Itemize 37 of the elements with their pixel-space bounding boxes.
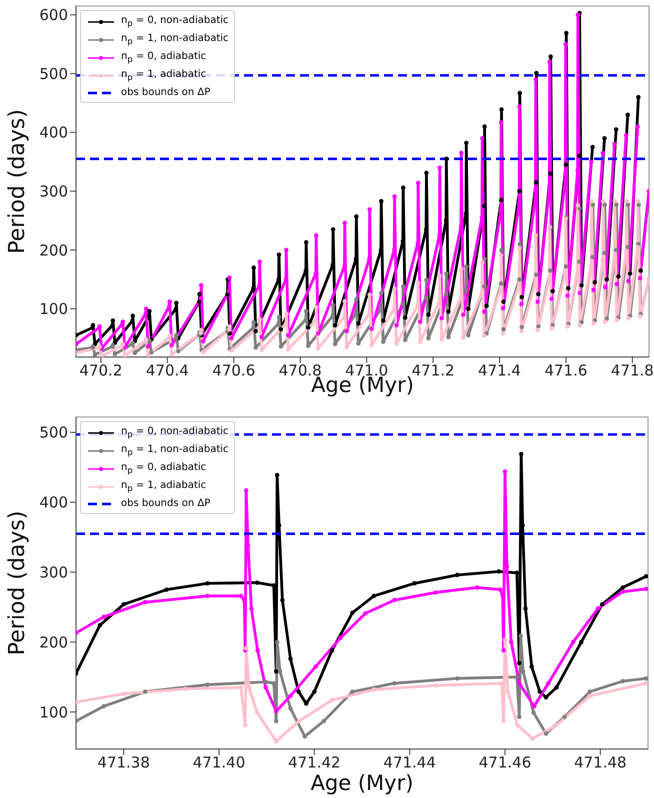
- legend-label: n$_{p}$ = 1, non-adiabatic: [121, 32, 229, 48]
- y-tick-label: 200: [39, 241, 68, 260]
- y-tick-label: 100: [39, 300, 68, 318]
- y-tick-label: 300: [39, 563, 68, 582]
- x-tick-label: 471.44: [383, 754, 436, 772]
- legend-label: n$_{p}$ = 0, adiabatic: [121, 461, 206, 477]
- y-tick-label: 300: [39, 182, 68, 201]
- x-tick-label: 471.8: [610, 362, 654, 380]
- y-tick-label: 500: [39, 424, 68, 442]
- legend-label: n$_{p}$ = 1, adiabatic: [121, 68, 206, 84]
- y-tick-label: 200: [39, 633, 68, 652]
- legend-label: n$_{p}$ = 1, non-adiabatic: [121, 443, 229, 459]
- x-axis-title: Age (Myr): [310, 771, 414, 795]
- y-axis-title: Period (days): [5, 510, 30, 656]
- x-tick-label: 470.6: [212, 362, 256, 380]
- y-tick-label: 400: [39, 124, 68, 142]
- x-tick-label: 471.38: [97, 754, 150, 772]
- x-tick-label: 471.48: [574, 754, 627, 772]
- x-tick-label: 471.4: [478, 362, 521, 380]
- legend-label: n$_{p}$ = 0, non-adiabatic: [121, 425, 229, 441]
- x-tick-label: 471.40: [192, 754, 246, 772]
- y-tick-label: 400: [39, 494, 68, 512]
- x-tick-label: 471.42: [288, 754, 341, 772]
- x-tick-label: 471.2: [412, 362, 455, 380]
- y-axis-title: Period (days): [5, 109, 30, 254]
- x-tick-label: 471.46: [478, 754, 532, 772]
- x-tick-label: 471.6: [544, 362, 588, 380]
- legend-label: obs bounds on ΔP: [121, 497, 210, 511]
- legend-label: n$_{p}$ = 0, adiabatic: [121, 50, 206, 66]
- x-tick-label: 470.4: [146, 362, 189, 380]
- legend-label: n$_{p}$ = 0, non-adiabatic: [121, 14, 229, 30]
- legend-label: obs bounds on ΔP: [121, 86, 210, 100]
- legend-label: n$_{p}$ = 1, adiabatic: [121, 479, 206, 495]
- y-tick-label: 100: [39, 703, 68, 722]
- y-tick-label: 600: [39, 6, 68, 24]
- y-tick-label: 500: [39, 64, 68, 83]
- x-tick-label: 470.2: [79, 362, 122, 380]
